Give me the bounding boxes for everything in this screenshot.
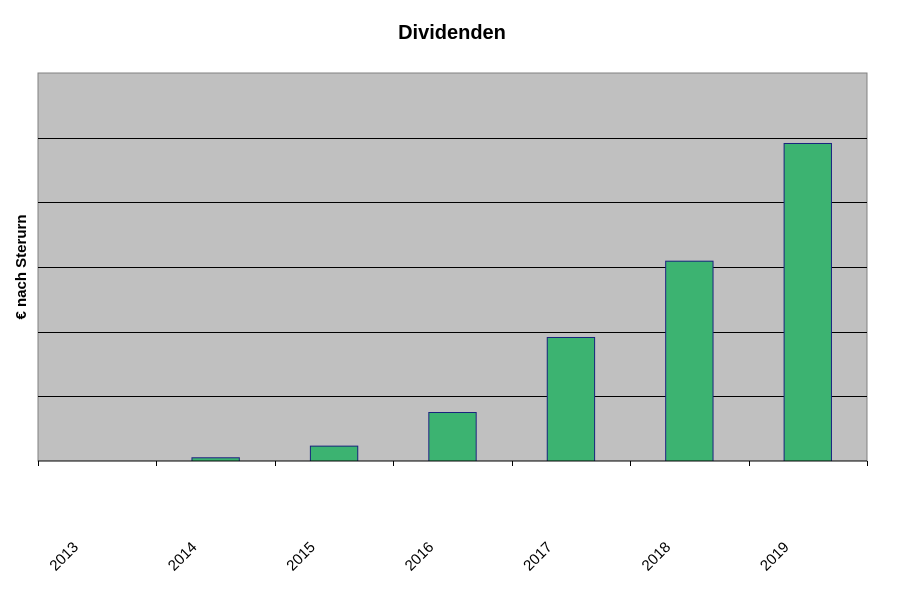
bar-2016 bbox=[428, 412, 477, 462]
chart-title: Dividenden bbox=[398, 22, 506, 44]
bar-2017 bbox=[546, 336, 596, 462]
x-tick-label: 2014 bbox=[165, 539, 201, 575]
x-tick-label: 2015 bbox=[283, 539, 319, 575]
x-axis-ticks bbox=[38, 461, 868, 466]
grid-lines bbox=[38, 138, 867, 397]
x-tick-label: 2019 bbox=[757, 539, 793, 575]
x-tick-label: 2017 bbox=[520, 539, 556, 575]
x-axis-tick-labels: 2013 2014 2015 2016 2017 2018 2019 bbox=[46, 539, 792, 575]
bar-2019 bbox=[783, 142, 832, 462]
bars bbox=[191, 142, 832, 462]
bar-2018 bbox=[665, 260, 714, 462]
x-tick-label: 2016 bbox=[402, 539, 438, 575]
x-tick-label: 2018 bbox=[639, 539, 675, 575]
x-tick-label: 2013 bbox=[46, 539, 82, 575]
y-axis-label: € nach Sterurn bbox=[13, 214, 30, 319]
bar-2015 bbox=[309, 445, 359, 462]
